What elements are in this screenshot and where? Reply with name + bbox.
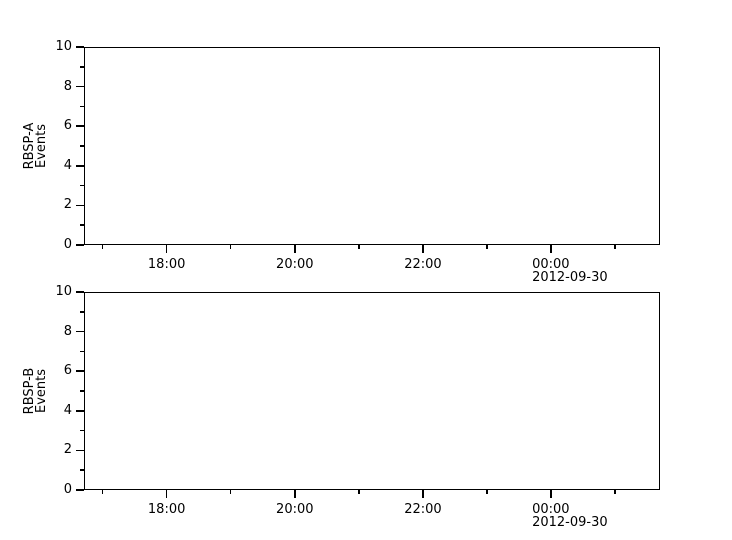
y-tick-label: 6 bbox=[63, 118, 72, 134]
y-minor-tick bbox=[80, 105, 84, 108]
y-minor-tick bbox=[80, 224, 84, 226]
y-tick-label: 10 bbox=[55, 39, 72, 54]
x-minor-tick bbox=[486, 490, 488, 494]
y-tick-label: 2 bbox=[63, 197, 72, 213]
x-major-tick bbox=[550, 245, 552, 253]
y-major-tick bbox=[76, 85, 84, 88]
x-minor-tick bbox=[614, 490, 616, 494]
y-minor-tick bbox=[80, 311, 84, 313]
y-tick-label: 0 bbox=[63, 482, 72, 497]
x-tick-label: 00:00 bbox=[532, 257, 570, 272]
x-minor-tick bbox=[229, 245, 232, 249]
x-minor-tick bbox=[358, 245, 360, 249]
y-major-tick bbox=[76, 489, 84, 491]
y-major-tick bbox=[76, 449, 84, 452]
x-tick-label: 20:00 bbox=[276, 257, 314, 272]
y-minor-tick bbox=[80, 184, 84, 187]
x-minor-tick bbox=[229, 490, 232, 494]
y-minor-tick bbox=[80, 145, 84, 147]
y-major-tick bbox=[76, 46, 84, 48]
x-major-tick bbox=[294, 490, 296, 498]
x-tick-label: 20:00 bbox=[276, 502, 314, 517]
date-label: 2012-09-30 bbox=[532, 270, 608, 285]
y-minor-tick bbox=[80, 390, 84, 392]
x-minor-tick bbox=[614, 245, 616, 249]
plot-frame-rbsp-b bbox=[84, 292, 660, 490]
x-tick-label: 18:00 bbox=[147, 502, 186, 517]
x-tick-label: 00:00 bbox=[532, 502, 570, 517]
x-major-tick bbox=[550, 490, 552, 498]
plot-frame-rbsp-a bbox=[84, 47, 660, 245]
y-tick-label: 10 bbox=[55, 284, 72, 299]
x-minor-tick bbox=[101, 490, 104, 494]
y-major-tick bbox=[76, 125, 84, 127]
y-minor-tick bbox=[80, 469, 84, 471]
x-tick-label: 18:00 bbox=[147, 257, 186, 272]
y-tick-label: 8 bbox=[63, 323, 72, 339]
x-tick-label: 22:00 bbox=[404, 502, 442, 517]
y-major-tick bbox=[76, 165, 84, 167]
y-minor-tick bbox=[80, 66, 84, 68]
y-major-tick bbox=[76, 291, 84, 293]
y-minor-tick bbox=[80, 350, 84, 353]
x-tick-label-group: 00:00 2012-09-30 bbox=[532, 503, 608, 529]
y-tick-label: 4 bbox=[63, 402, 72, 418]
y-major-tick bbox=[76, 330, 84, 333]
y-major-tick bbox=[76, 370, 84, 372]
x-tick-label-group: 00:00 2012-09-30 bbox=[532, 258, 608, 284]
x-major-tick bbox=[165, 245, 168, 253]
y-tick-label: 8 bbox=[63, 78, 72, 94]
y-major-tick bbox=[76, 204, 84, 207]
x-major-tick bbox=[294, 245, 296, 253]
y-minor-tick bbox=[80, 429, 84, 432]
y-major-tick bbox=[76, 244, 84, 246]
x-major-tick bbox=[422, 490, 424, 498]
y-tick-label: 2 bbox=[63, 442, 72, 458]
x-minor-tick bbox=[101, 245, 104, 249]
y-tick-label: 4 bbox=[63, 157, 72, 173]
x-tick-label: 22:00 bbox=[404, 257, 442, 272]
date-label: 2012-09-30 bbox=[532, 515, 608, 530]
x-major-tick bbox=[165, 490, 168, 498]
x-minor-tick bbox=[358, 490, 360, 494]
x-major-tick bbox=[422, 245, 424, 253]
y-tick-label: 0 bbox=[63, 237, 72, 252]
y-major-tick bbox=[76, 410, 84, 412]
x-minor-tick bbox=[486, 245, 488, 249]
y-tick-label: 6 bbox=[63, 363, 72, 379]
